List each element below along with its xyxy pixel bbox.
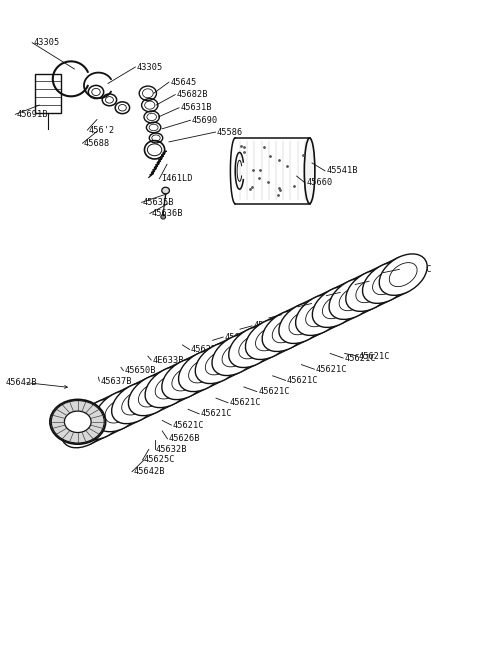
Ellipse shape [228, 326, 276, 367]
Ellipse shape [161, 214, 166, 219]
Text: 45645: 45645 [170, 78, 197, 87]
Ellipse shape [389, 263, 417, 286]
Ellipse shape [189, 359, 216, 383]
Text: 45622B: 45622B [253, 321, 285, 330]
Text: 45635B: 45635B [143, 198, 175, 207]
Ellipse shape [222, 343, 250, 367]
Text: 45541B: 45541B [326, 166, 358, 175]
Text: 45636B: 45636B [151, 209, 183, 218]
Text: 45621C: 45621C [359, 351, 391, 361]
Ellipse shape [212, 334, 260, 376]
Ellipse shape [64, 411, 91, 432]
Text: 45621C: 45621C [258, 387, 290, 396]
Ellipse shape [205, 351, 233, 375]
Ellipse shape [279, 302, 327, 344]
Text: 45586: 45586 [217, 127, 243, 137]
Text: 45621C: 45621C [173, 420, 204, 430]
Ellipse shape [145, 366, 193, 407]
Text: 43305: 43305 [34, 38, 60, 47]
Ellipse shape [122, 391, 149, 415]
Text: 45642B: 45642B [133, 467, 165, 476]
Ellipse shape [262, 310, 310, 351]
Text: 45621C: 45621C [287, 376, 319, 385]
Text: 45650B: 45650B [125, 366, 156, 375]
Text: 45688: 45688 [84, 139, 110, 148]
Ellipse shape [346, 270, 394, 311]
Ellipse shape [179, 350, 227, 392]
Ellipse shape [289, 311, 317, 335]
Text: 45621C: 45621C [345, 353, 376, 363]
Ellipse shape [138, 383, 166, 407]
Ellipse shape [306, 303, 334, 327]
Text: 45625C: 45625C [144, 455, 176, 464]
Ellipse shape [162, 358, 210, 399]
Ellipse shape [296, 294, 344, 336]
Ellipse shape [195, 342, 243, 384]
Ellipse shape [356, 279, 384, 303]
Ellipse shape [239, 335, 266, 359]
Text: 45637B: 45637B [101, 376, 132, 386]
Ellipse shape [312, 286, 360, 327]
Text: 45660: 45660 [306, 178, 333, 187]
Ellipse shape [245, 318, 293, 359]
Ellipse shape [162, 187, 169, 194]
Bar [35, 74, 61, 113]
Ellipse shape [323, 295, 350, 319]
Ellipse shape [362, 262, 410, 304]
Text: 45622B: 45622B [342, 288, 373, 297]
Ellipse shape [78, 398, 126, 440]
Text: 45682B: 45682B [177, 90, 208, 99]
Text: 45621C: 45621C [201, 409, 232, 419]
Ellipse shape [155, 375, 183, 399]
Ellipse shape [128, 374, 176, 416]
Ellipse shape [255, 327, 283, 351]
Text: 43305: 43305 [137, 62, 163, 72]
Text: 4E633B: 4E633B [153, 355, 184, 365]
Ellipse shape [61, 406, 109, 448]
Text: 45622B: 45622B [283, 310, 315, 319]
Ellipse shape [379, 254, 427, 296]
Text: 45632B: 45632B [156, 445, 188, 454]
Ellipse shape [172, 367, 200, 391]
Ellipse shape [50, 399, 106, 444]
Text: 45631B: 45631B [180, 103, 212, 112]
Text: 45624C: 45624C [401, 265, 432, 274]
Text: 45626B: 45626B [169, 434, 201, 443]
Text: 45621C: 45621C [229, 398, 261, 407]
Text: 45642B: 45642B [6, 378, 37, 387]
Text: 45691B: 45691B [17, 110, 48, 119]
Ellipse shape [272, 319, 300, 343]
Text: 45627B: 45627B [191, 345, 223, 354]
Ellipse shape [88, 407, 116, 431]
Ellipse shape [95, 390, 143, 432]
Ellipse shape [339, 286, 367, 311]
Ellipse shape [372, 271, 400, 294]
Ellipse shape [304, 138, 315, 204]
Ellipse shape [105, 399, 133, 423]
Text: 45623I: 45623I [225, 332, 256, 342]
Text: 456'2: 456'2 [89, 125, 115, 135]
Text: 45622B: 45622B [371, 277, 402, 286]
Text: I461LD: I461LD [161, 174, 192, 183]
Text: 45621C: 45621C [316, 365, 348, 374]
Ellipse shape [112, 382, 159, 424]
Text: 45622B: 45622B [313, 299, 345, 308]
Ellipse shape [329, 278, 377, 319]
Text: 45690: 45690 [192, 116, 218, 125]
Ellipse shape [72, 415, 99, 439]
